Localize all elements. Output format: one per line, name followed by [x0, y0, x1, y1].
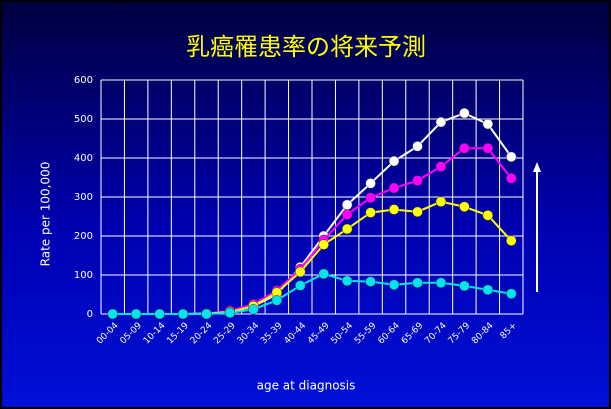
- point: [318, 239, 329, 250]
- x-axis-label: age at diagnosis: [257, 379, 356, 393]
- point: [412, 206, 423, 218]
- point: [295, 280, 306, 291]
- point: [506, 235, 517, 246]
- point: [482, 210, 494, 221]
- y-tick-label: 0: [87, 309, 93, 320]
- point: [506, 151, 517, 163]
- point: [506, 173, 517, 184]
- point: [435, 277, 447, 289]
- point: [341, 275, 353, 287]
- point: [365, 207, 376, 218]
- point: [341, 209, 353, 220]
- point: [412, 175, 423, 186]
- arrow-head: [533, 162, 541, 172]
- point: [435, 196, 447, 207]
- point: [365, 192, 376, 204]
- y-tick-label: 600: [74, 75, 93, 86]
- point: [224, 307, 236, 319]
- point: [506, 288, 517, 299]
- point: [365, 178, 376, 189]
- y-axis-label: Rate per 100,000: [39, 162, 53, 267]
- point: [482, 118, 494, 130]
- point: [412, 141, 423, 152]
- chart-title: 乳癌罹患率の将来予測: [186, 33, 426, 61]
- point: [388, 279, 400, 290]
- point: [388, 204, 400, 215]
- y-tick-label: 500: [74, 114, 93, 125]
- point: [318, 268, 329, 280]
- point: [459, 201, 470, 212]
- point: [459, 280, 470, 292]
- y-tick-label: 300: [74, 192, 93, 203]
- point: [177, 308, 189, 320]
- point: [154, 308, 165, 320]
- point: [388, 182, 400, 194]
- point: [248, 304, 259, 315]
- y-tick-label: 100: [74, 270, 93, 281]
- point: [412, 277, 423, 289]
- point: [482, 143, 494, 154]
- point: [459, 107, 470, 119]
- y-tick-label: 400: [74, 153, 93, 164]
- point: [459, 143, 470, 154]
- y-tick-label: 200: [74, 231, 93, 242]
- point: [435, 116, 447, 128]
- point: [295, 266, 306, 278]
- point: [271, 295, 283, 306]
- point: [482, 284, 494, 296]
- point: [107, 308, 118, 320]
- point: [365, 276, 376, 287]
- point: [341, 223, 353, 235]
- point: [201, 308, 212, 320]
- point: [341, 199, 353, 211]
- point: [388, 155, 400, 167]
- point: [435, 161, 447, 172]
- point: [130, 308, 142, 320]
